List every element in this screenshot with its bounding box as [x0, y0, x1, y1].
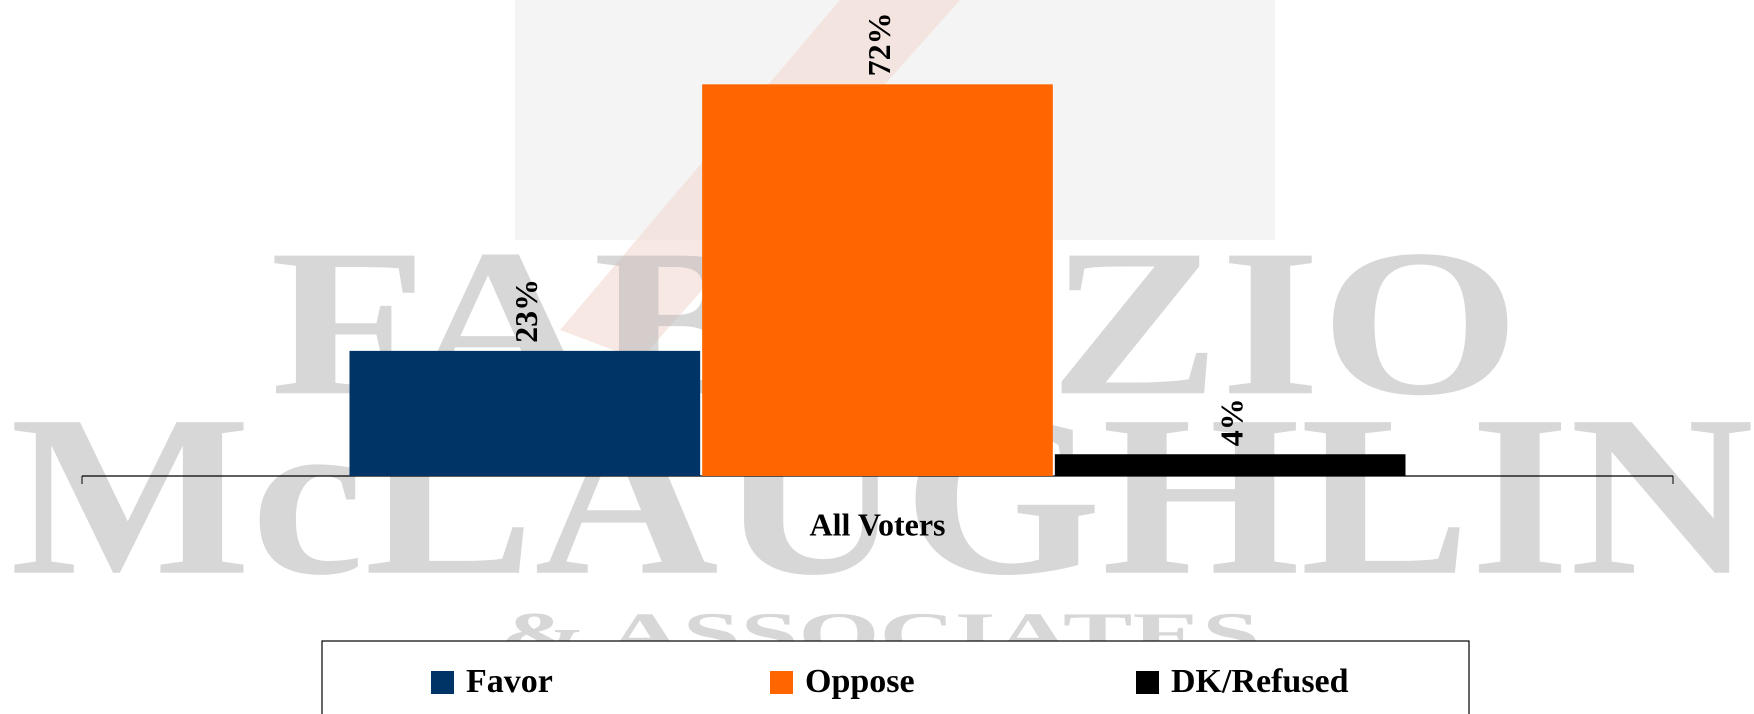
legend-swatch [1136, 671, 1159, 694]
legend-label: Favor [466, 663, 553, 700]
data-label: 4% [1214, 398, 1250, 446]
legend-swatch [770, 671, 793, 694]
x-tick-label: All Voters [810, 506, 946, 542]
data-label: 23% [508, 279, 544, 343]
chart: FABRIZIOMcLAUGHLIN& ASSOCIATESAll Voters… [0, 0, 1754, 714]
bar [350, 351, 701, 476]
legend-swatch [431, 671, 454, 694]
data-label: 72% [861, 12, 897, 76]
bar [702, 84, 1053, 476]
legend-label: Oppose [805, 663, 915, 700]
bar [1055, 454, 1406, 476]
legend-label: DK/Refused [1171, 663, 1349, 700]
